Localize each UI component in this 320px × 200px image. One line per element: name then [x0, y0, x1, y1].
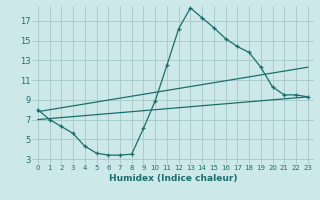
X-axis label: Humidex (Indice chaleur): Humidex (Indice chaleur)	[108, 174, 237, 183]
